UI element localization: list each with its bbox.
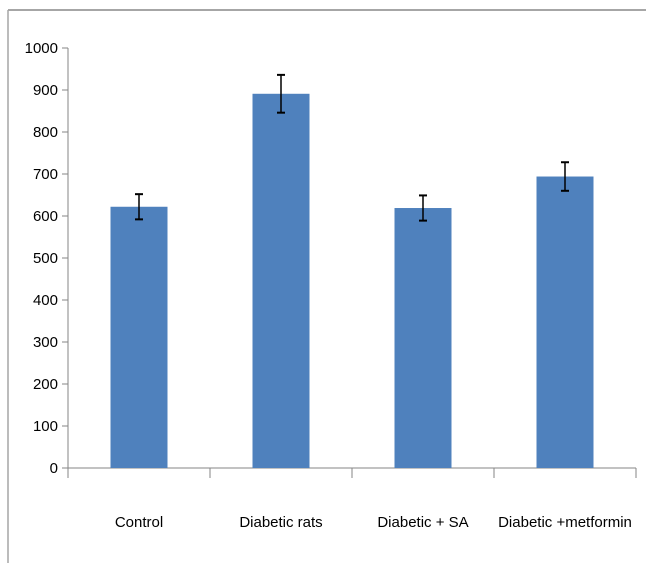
bar xyxy=(395,208,452,468)
bar xyxy=(537,177,594,468)
y-tick-label: 400 xyxy=(33,292,58,309)
y-tick-label: 900 xyxy=(33,82,58,99)
y-tick-label: 100 xyxy=(33,418,58,435)
bar xyxy=(111,207,168,468)
y-tick-label: 1000 xyxy=(25,40,58,57)
y-tick-label: 700 xyxy=(33,166,58,183)
x-category-label: Diabetic rats xyxy=(239,514,322,531)
bars xyxy=(111,94,594,468)
x-category-label: Diabetic + SA xyxy=(377,514,468,531)
y-axis: 0 100 200 300 400 500 600 700 800 900 1000 xyxy=(25,40,68,477)
y-tick-label: 800 xyxy=(33,124,58,141)
error-bars xyxy=(135,75,569,221)
y-tick-label: 0 xyxy=(50,460,58,477)
y-tick-label: 200 xyxy=(33,376,58,393)
x-category-label: Diabetic +metformin xyxy=(498,514,632,531)
y-tick-label: 300 xyxy=(33,334,58,351)
bar xyxy=(253,94,310,468)
y-tick-label: 600 xyxy=(33,208,58,225)
x-axis: Control Diabetic rats Diabetic + SA Diabeti… xyxy=(68,468,636,531)
x-category-label: Control xyxy=(115,514,163,531)
y-tick-label: 500 xyxy=(33,250,58,267)
